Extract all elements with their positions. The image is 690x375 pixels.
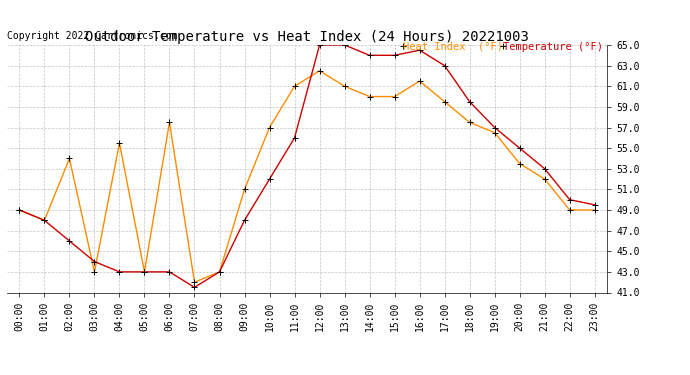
Legend: Heat Index  (°F), Temperature (°F): Heat Index (°F), Temperature (°F) xyxy=(399,38,607,56)
Heat Index  (°F) xyxy=(215,270,224,274)
Temperature (°F) xyxy=(66,239,74,243)
Temperature (°F) xyxy=(440,63,449,68)
Heat Index  (°F) xyxy=(466,120,474,124)
Temperature (°F) xyxy=(591,202,599,207)
Heat Index  (°F) xyxy=(540,177,549,182)
Heat Index  (°F) xyxy=(591,208,599,212)
Temperature (°F) xyxy=(491,125,499,130)
Temperature (°F) xyxy=(391,53,399,58)
Temperature (°F) xyxy=(90,260,99,264)
Temperature (°F) xyxy=(315,43,324,47)
Temperature (°F) xyxy=(366,53,374,58)
Heat Index  (°F) xyxy=(240,187,248,192)
Temperature (°F) xyxy=(266,177,274,182)
Temperature (°F) xyxy=(290,136,299,140)
Heat Index  (°F) xyxy=(415,79,424,83)
Temperature (°F) xyxy=(340,43,348,47)
Text: Copyright 2022 Cartronics.com: Copyright 2022 Cartronics.com xyxy=(7,31,177,41)
Temperature (°F) xyxy=(190,285,199,290)
Temperature (°F) xyxy=(515,146,524,150)
Heat Index  (°F) xyxy=(340,84,348,88)
Temperature (°F) xyxy=(166,270,174,274)
Heat Index  (°F) xyxy=(115,141,124,145)
Temperature (°F) xyxy=(40,218,48,223)
Temperature (°F) xyxy=(566,197,574,202)
Heat Index  (°F) xyxy=(166,120,174,124)
Heat Index  (°F) xyxy=(315,69,324,73)
Title: Outdoor Temperature vs Heat Index (24 Hours) 20221003: Outdoor Temperature vs Heat Index (24 Ho… xyxy=(85,30,529,44)
Heat Index  (°F) xyxy=(90,270,99,274)
Heat Index  (°F) xyxy=(66,156,74,160)
Temperature (°F) xyxy=(215,270,224,274)
Heat Index  (°F) xyxy=(266,125,274,130)
Heat Index  (°F) xyxy=(290,84,299,88)
Heat Index  (°F) xyxy=(190,280,199,284)
Heat Index  (°F) xyxy=(140,270,148,274)
Temperature (°F) xyxy=(415,48,424,52)
Heat Index  (°F) xyxy=(566,208,574,212)
Temperature (°F) xyxy=(466,99,474,104)
Heat Index  (°F) xyxy=(391,94,399,99)
Temperature (°F) xyxy=(240,218,248,223)
Temperature (°F) xyxy=(115,270,124,274)
Line: Temperature (°F): Temperature (°F) xyxy=(17,42,598,290)
Temperature (°F) xyxy=(15,208,23,212)
Temperature (°F) xyxy=(140,270,148,274)
Heat Index  (°F) xyxy=(440,99,449,104)
Heat Index  (°F) xyxy=(15,208,23,212)
Heat Index  (°F) xyxy=(515,161,524,166)
Line: Heat Index  (°F): Heat Index (°F) xyxy=(17,68,598,285)
Heat Index  (°F) xyxy=(366,94,374,99)
Heat Index  (°F) xyxy=(40,218,48,223)
Temperature (°F) xyxy=(540,166,549,171)
Heat Index  (°F) xyxy=(491,130,499,135)
